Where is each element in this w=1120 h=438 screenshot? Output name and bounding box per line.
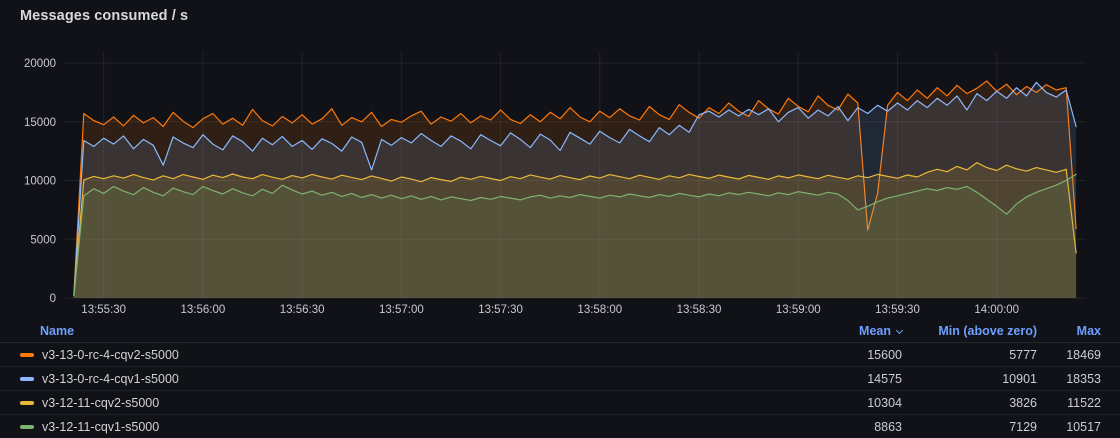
- series-min-value: 5777: [1009, 347, 1037, 362]
- y-tick-label: 15000: [24, 117, 56, 129]
- legend-row: v3-13-0-rc-4-cqv2-s5000 15600 5777 18469: [0, 343, 1120, 367]
- legend-header-mean[interactable]: Mean: [859, 324, 904, 338]
- series-max-value: 10517: [1066, 419, 1101, 434]
- legend-header-mean-label: Mean: [859, 324, 891, 338]
- x-tick-label: 13:59:00: [776, 304, 821, 316]
- series-min-value: 10901: [1002, 371, 1037, 386]
- y-tick-label: 5000: [30, 234, 56, 246]
- series-color-swatch[interactable]: [20, 376, 34, 381]
- series-min-value: 7129: [1009, 419, 1037, 434]
- series-line: [73, 162, 1077, 297]
- x-tick-label: 13:56:00: [181, 304, 226, 316]
- series-mean-value: 14575: [867, 371, 902, 386]
- series-color-swatch[interactable]: [20, 424, 34, 429]
- series-name[interactable]: v3-12-11-cqv1-s5000: [42, 419, 160, 434]
- legend-row: v3-12-11-cqv1-s5000 8863 7129 10517: [0, 415, 1120, 438]
- series-area: [73, 81, 1077, 298]
- x-tick-label: 13:59:30: [875, 304, 920, 316]
- series-line: [73, 80, 1077, 296]
- series-name[interactable]: v3-12-11-cqv2-s5000: [42, 395, 160, 410]
- x-tick-label: 13:58:30: [677, 304, 722, 316]
- series-mean-value: 10304: [867, 395, 902, 410]
- series-color-swatch[interactable]: [20, 400, 34, 405]
- series-max-value: 18469: [1066, 347, 1101, 362]
- y-tick-label: 0: [50, 293, 56, 305]
- series-max-value: 18353: [1066, 371, 1101, 386]
- x-tick-label: 13:57:30: [478, 304, 523, 316]
- series-color-swatch[interactable]: [20, 352, 34, 357]
- series-min-value: 3826: [1009, 395, 1037, 410]
- y-tick-label: 20000: [24, 58, 56, 70]
- y-tick-label: 10000: [24, 176, 56, 188]
- series-area: [73, 174, 1077, 298]
- series-mean-value: 8863: [874, 419, 902, 434]
- series-name[interactable]: v3-13-0-rc-4-cqv2-s5000: [42, 347, 179, 362]
- legend-header-row: Name Mean Min (above zero) Max: [0, 320, 1120, 343]
- x-tick-label: 13:58:00: [577, 304, 622, 316]
- legend-header-min[interactable]: Min (above zero): [938, 324, 1037, 338]
- legend-header-max[interactable]: Max: [1076, 324, 1101, 338]
- series-line: [73, 173, 1077, 297]
- x-tick-label: 13:57:00: [379, 304, 424, 316]
- series-area: [73, 162, 1077, 298]
- legend-table: Name Mean Min (above zero) Max v3-13-0-r…: [0, 320, 1120, 438]
- x-tick-label: 14:00:00: [974, 304, 1019, 316]
- legend-row: v3-13-0-rc-4-cqv1-s5000 14575 10901 1835…: [0, 367, 1120, 391]
- series-name[interactable]: v3-13-0-rc-4-cqv1-s5000: [42, 371, 179, 386]
- legend-header-name[interactable]: Name: [40, 324, 75, 338]
- series-area: [73, 82, 1077, 299]
- legend-row: v3-12-11-cqv2-s5000 10304 3826 11522: [0, 391, 1120, 415]
- x-tick-label: 13:56:30: [280, 304, 325, 316]
- panel-title[interactable]: Messages consumed / s: [20, 8, 189, 24]
- x-tick-label: 13:55:30: [81, 304, 126, 316]
- time-series-chart[interactable]: 0 5000 10000 15000 20000 13:55:30 13:56:00 13:5…: [0, 0, 1120, 318]
- series-line: [73, 81, 1077, 296]
- series-max-value: 11522: [1067, 395, 1101, 410]
- series-mean-value: 15600: [867, 347, 902, 362]
